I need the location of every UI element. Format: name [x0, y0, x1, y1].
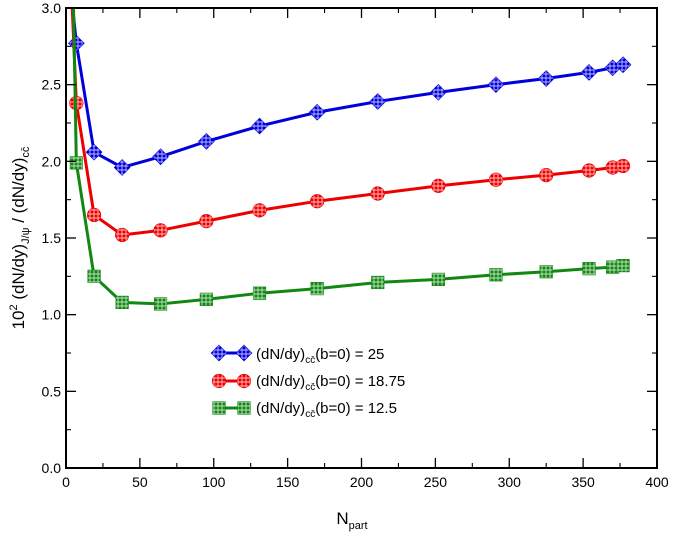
data-point-series-3-hatch [432, 273, 445, 286]
data-point-series-3-hatch [606, 261, 619, 274]
legend-marker-shape-hatch [236, 345, 252, 361]
data-point-series-1-hatch [370, 94, 386, 110]
legend-marker-series-3 [212, 401, 226, 415]
data-point-series-3-hatch [371, 276, 384, 289]
legend-entry-series-3: (dN/dy)cc̄(b=0) = 12.5 [212, 400, 397, 420]
data-point-series-3-hatch [583, 262, 596, 275]
plot-frame [65, 7, 658, 469]
data-point-series-2-hatch [539, 168, 553, 182]
series-line-1 [71, 8, 624, 169]
legend-label-series-2: (dN/dy)cc̄(b=0) = 18.75 [256, 373, 405, 393]
data-point-series-1-hatch [198, 133, 214, 149]
x-tick-label: 250 [424, 474, 448, 490]
data-point-series-1-hatch [86, 144, 102, 160]
x-tick-label: 200 [350, 474, 374, 490]
y-axis-label: 102 (dN/dy)J/ψ / (dN/dy)cc̄ [8, 146, 32, 329]
y-tick-label: 2.0 [42, 153, 62, 169]
axes-layer: 0 50 100 150 200 250 300 350 400 0.0 0.5 1.0 1.5 2.0 2… [42, 0, 669, 490]
legend-marker-shape-hatch [238, 402, 250, 414]
series-3 [69, 8, 630, 311]
data-point-series-1-hatch [114, 159, 130, 175]
legend-entry-series-2: (dN/dy)cc̄(b=0) = 18.75 [211, 373, 405, 393]
x-tick-label: 0 [62, 474, 70, 490]
data-point-series-2-hatch [431, 179, 445, 193]
legend-marker-series-1 [210, 344, 228, 362]
x-tick-label: 300 [498, 474, 522, 490]
x-tick-label: 100 [202, 474, 226, 490]
legend-marker-series-3 [237, 401, 251, 415]
data-point-series-2-hatch [253, 203, 267, 217]
data-point-series-1-hatch [488, 77, 504, 93]
series-line-2 [70, 8, 624, 237]
data-point-series-1-hatch [68, 35, 84, 51]
legend: (dN/dy)cc̄(b=0) = 25 (dN/dy)cc̄(b=0) = 1… [210, 344, 405, 420]
y-tick-label: 2.5 [42, 77, 62, 93]
data-point-series-1-hatch [153, 149, 169, 165]
data-point-series-1-hatch [252, 118, 268, 134]
data-point-series-2-hatch [115, 228, 129, 242]
data-point-series-2-hatch [371, 187, 385, 201]
x-tick-label: 150 [276, 474, 300, 490]
data-point-series-3-hatch [154, 297, 167, 310]
y-tick-label: 0.5 [42, 383, 62, 399]
data-point-series-1-hatch [581, 64, 597, 80]
y-tick-label: 0.0 [42, 460, 62, 476]
y-tick-label: 1.0 [42, 307, 62, 323]
data-point-series-3-hatch [489, 268, 502, 281]
x-tick-label: 50 [132, 474, 148, 490]
legend-entry-series-1: (dN/dy)cc̄(b=0) = 25 [210, 344, 384, 366]
legend-marker-shape-hatch [211, 345, 227, 361]
data-point-series-3-hatch [116, 296, 129, 309]
series-2 [69, 8, 631, 243]
data-point-series-1-hatch [615, 57, 631, 73]
data-point-series-2-hatch [310, 194, 324, 208]
legend-marker-series-2 [236, 373, 252, 389]
legend-marker-series-1 [235, 344, 253, 362]
data-point-series-1-hatch [430, 84, 446, 100]
y-tick-label: 1.5 [42, 230, 62, 246]
series-1 [67, 8, 632, 176]
data-point-series-1-hatch [309, 104, 325, 120]
x-tick-label: 400 [645, 474, 669, 490]
data-point-series-3-hatch [617, 259, 630, 272]
data-point-series-1-hatch [538, 71, 554, 87]
data-point-series-2-hatch [154, 223, 168, 237]
legend-marker-shape-hatch [213, 402, 225, 414]
data-point-series-3-hatch [88, 270, 101, 283]
data-point-series-2-hatch [582, 164, 596, 178]
data-point-series-2-hatch [489, 173, 503, 187]
data-point-series-3-hatch [200, 293, 213, 306]
series-line-3 [72, 8, 624, 306]
x-tick-label: 350 [571, 474, 595, 490]
legend-marker-shape-hatch [237, 374, 251, 388]
legend-marker-shape-hatch [212, 374, 226, 388]
data-point-series-2-hatch [606, 160, 620, 174]
data-point-series-2-hatch [87, 208, 101, 222]
data-point-series-3-hatch [311, 282, 324, 295]
x-axis-label: Npart [336, 509, 367, 532]
data-point-series-3-hatch [253, 287, 266, 300]
data-point-series-2-hatch [199, 214, 213, 228]
legend-label-series-3: (dN/dy)cc̄(b=0) = 12.5 [256, 400, 397, 420]
series-layer [67, 8, 632, 311]
legend-label-series-1: (dN/dy)cc̄(b=0) = 25 [256, 346, 384, 366]
y-tick-label: 3.0 [42, 0, 62, 16]
legend-marker-series-2 [211, 373, 227, 389]
data-point-series-2-hatch [616, 159, 630, 173]
data-point-series-3-hatch [540, 265, 553, 278]
data-point-series-3-hatch [70, 156, 83, 169]
